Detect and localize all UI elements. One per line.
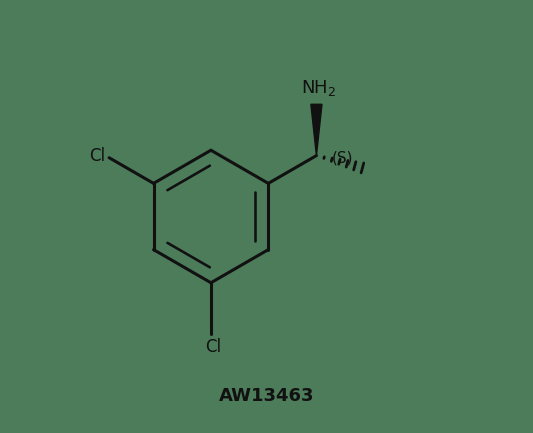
Text: Cl: Cl: [205, 338, 221, 356]
Text: NH$_2$: NH$_2$: [301, 78, 336, 98]
Polygon shape: [311, 104, 322, 155]
Text: Cl: Cl: [90, 147, 106, 165]
Text: (S): (S): [332, 150, 353, 165]
Text: AW13463: AW13463: [219, 387, 314, 404]
